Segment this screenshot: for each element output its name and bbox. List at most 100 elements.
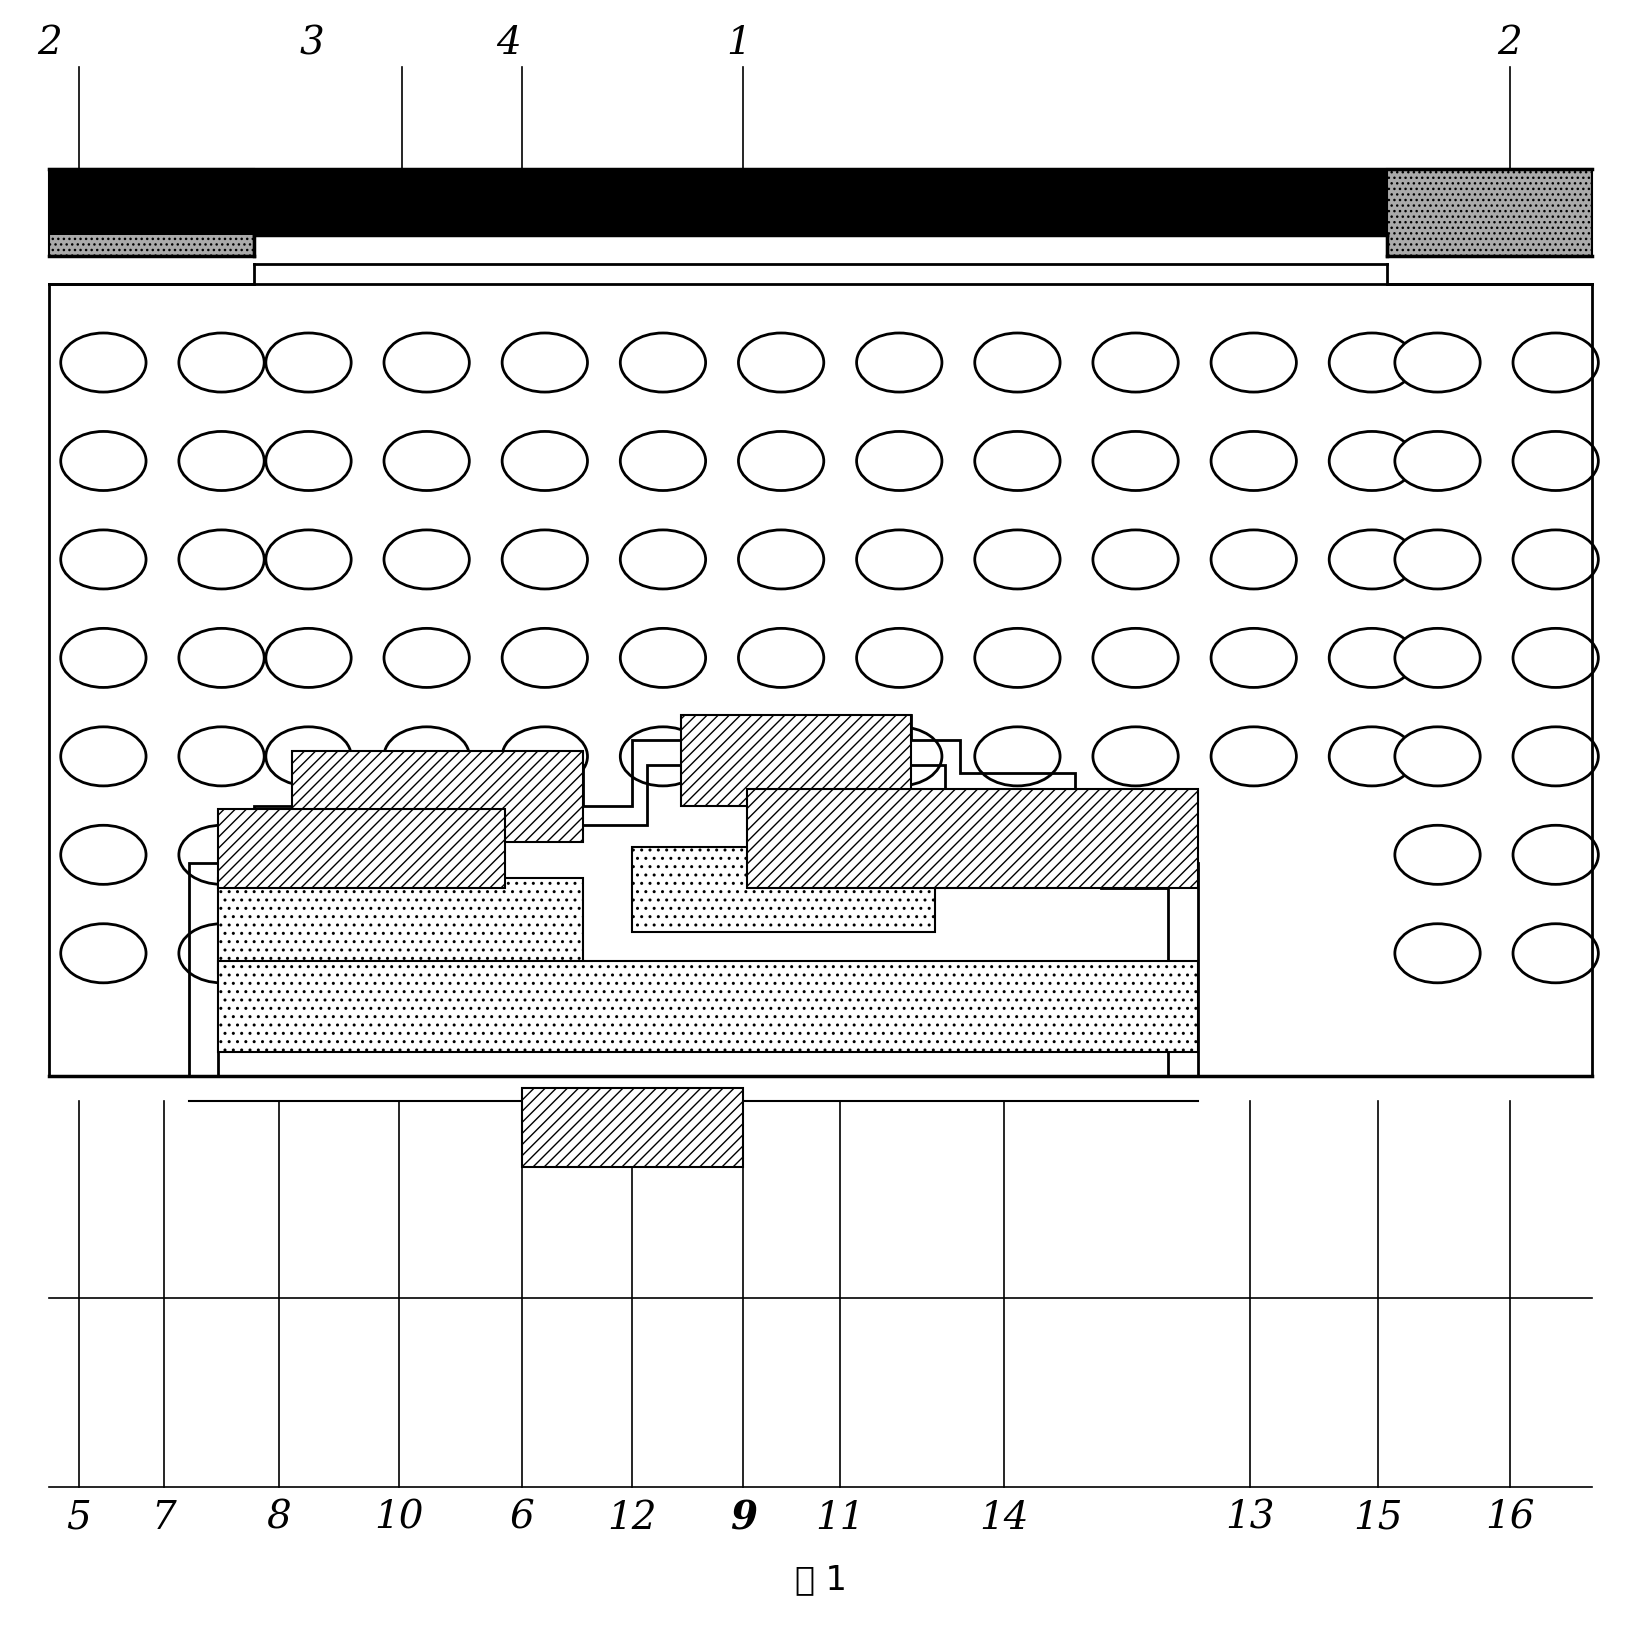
Ellipse shape: [179, 825, 264, 884]
Ellipse shape: [620, 628, 706, 687]
Bar: [218, 962, 1198, 1052]
Ellipse shape: [1211, 334, 1296, 391]
Ellipse shape: [502, 628, 587, 687]
Ellipse shape: [738, 529, 824, 589]
Ellipse shape: [1211, 431, 1296, 490]
Text: 16: 16: [1485, 1499, 1534, 1537]
Ellipse shape: [266, 334, 351, 391]
Ellipse shape: [1093, 334, 1178, 391]
Ellipse shape: [1513, 431, 1598, 490]
Text: 12: 12: [607, 1499, 656, 1537]
Bar: [218, 809, 505, 888]
Ellipse shape: [975, 727, 1060, 786]
Ellipse shape: [61, 431, 146, 490]
Bar: [632, 847, 935, 932]
Ellipse shape: [61, 334, 146, 391]
Ellipse shape: [975, 334, 1060, 391]
Ellipse shape: [1513, 924, 1598, 983]
Ellipse shape: [502, 727, 587, 786]
Ellipse shape: [1211, 727, 1296, 786]
Ellipse shape: [179, 924, 264, 983]
Ellipse shape: [1093, 727, 1178, 786]
Ellipse shape: [857, 334, 942, 391]
Text: 6: 6: [509, 1499, 535, 1537]
Ellipse shape: [738, 334, 824, 391]
Ellipse shape: [738, 431, 824, 490]
Ellipse shape: [266, 628, 351, 687]
Ellipse shape: [1395, 334, 1480, 391]
Ellipse shape: [1395, 628, 1480, 687]
Bar: [681, 715, 911, 806]
Ellipse shape: [1513, 825, 1598, 884]
Text: 10: 10: [374, 1499, 423, 1537]
Ellipse shape: [266, 431, 351, 490]
Ellipse shape: [384, 628, 469, 687]
Ellipse shape: [857, 727, 942, 786]
Text: 2: 2: [36, 25, 62, 62]
Ellipse shape: [1093, 431, 1178, 490]
Ellipse shape: [1093, 529, 1178, 589]
Bar: [218, 878, 583, 973]
Ellipse shape: [857, 431, 942, 490]
Ellipse shape: [1513, 628, 1598, 687]
Text: 图 1: 图 1: [794, 1563, 847, 1596]
Ellipse shape: [61, 529, 146, 589]
Ellipse shape: [1395, 825, 1480, 884]
Bar: [49, 169, 1592, 235]
Bar: [522, 1088, 743, 1167]
Text: 7: 7: [151, 1499, 177, 1537]
Ellipse shape: [1329, 431, 1415, 490]
Text: 5: 5: [66, 1499, 92, 1537]
Ellipse shape: [502, 334, 587, 391]
Ellipse shape: [61, 825, 146, 884]
Ellipse shape: [857, 529, 942, 589]
Ellipse shape: [384, 529, 469, 589]
Ellipse shape: [738, 628, 824, 687]
Ellipse shape: [1093, 628, 1178, 687]
Ellipse shape: [384, 431, 469, 490]
Ellipse shape: [975, 431, 1060, 490]
Ellipse shape: [61, 727, 146, 786]
Text: 11: 11: [816, 1499, 865, 1537]
Ellipse shape: [620, 431, 706, 490]
Ellipse shape: [1395, 924, 1480, 983]
Ellipse shape: [620, 727, 706, 786]
Ellipse shape: [1329, 727, 1415, 786]
Text: 2: 2: [1497, 25, 1523, 62]
Ellipse shape: [61, 924, 146, 983]
Bar: [49, 169, 254, 256]
Ellipse shape: [384, 334, 469, 391]
Ellipse shape: [1329, 529, 1415, 589]
Ellipse shape: [1513, 727, 1598, 786]
Ellipse shape: [179, 529, 264, 589]
Text: 3: 3: [299, 25, 325, 62]
Ellipse shape: [179, 431, 264, 490]
Ellipse shape: [1395, 529, 1480, 589]
Ellipse shape: [179, 628, 264, 687]
Ellipse shape: [620, 334, 706, 391]
Ellipse shape: [266, 727, 351, 786]
Ellipse shape: [975, 628, 1060, 687]
Ellipse shape: [1329, 628, 1415, 687]
Ellipse shape: [1513, 334, 1598, 391]
Ellipse shape: [975, 529, 1060, 589]
Ellipse shape: [61, 628, 146, 687]
Ellipse shape: [620, 529, 706, 589]
Ellipse shape: [1513, 529, 1598, 589]
Ellipse shape: [384, 727, 469, 786]
Text: 9: 9: [730, 1499, 757, 1537]
Ellipse shape: [1395, 727, 1480, 786]
Ellipse shape: [1211, 529, 1296, 589]
Ellipse shape: [1211, 628, 1296, 687]
Ellipse shape: [179, 334, 264, 391]
Text: 14: 14: [980, 1499, 1029, 1537]
Ellipse shape: [857, 628, 942, 687]
Ellipse shape: [502, 529, 587, 589]
Text: 8: 8: [266, 1499, 292, 1537]
Text: 15: 15: [1354, 1499, 1403, 1537]
Text: 13: 13: [1226, 1499, 1275, 1537]
Ellipse shape: [1395, 431, 1480, 490]
Text: 4: 4: [496, 25, 522, 62]
Text: 1: 1: [725, 25, 752, 62]
Ellipse shape: [502, 431, 587, 490]
